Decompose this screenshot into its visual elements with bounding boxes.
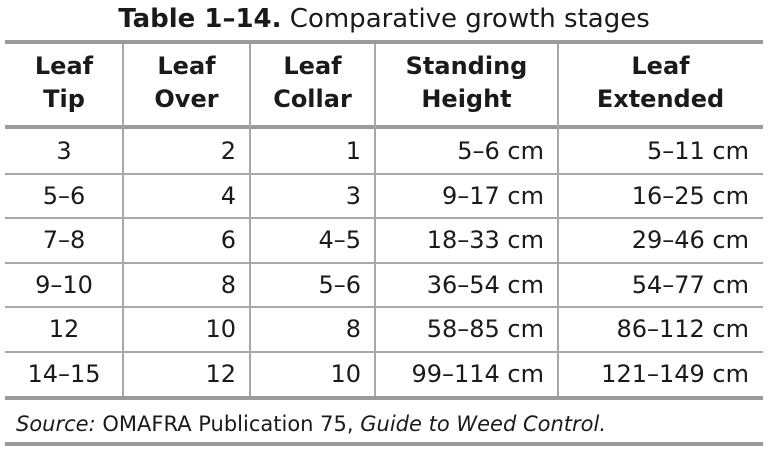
row-divider: [5, 172, 763, 175]
column-divider: [557, 44, 559, 396]
column-divider: [374, 44, 376, 396]
source-prefix: Source:: [16, 412, 96, 436]
column-header: Tip: [43, 85, 85, 113]
table-cell: 12: [48, 315, 80, 343]
table-cell: 5–11 cm: [646, 137, 749, 165]
column-divider: [249, 44, 251, 396]
top-rule: [5, 40, 763, 44]
column-header: Leaf: [283, 52, 342, 80]
row-divider: [5, 306, 763, 308]
table-cell: 3: [345, 181, 361, 210]
body-rule: [5, 396, 763, 400]
column-header: Leaf: [157, 52, 216, 80]
column-header: Extended: [596, 85, 725, 113]
column-divider: [122, 44, 124, 396]
column-header: Standing: [405, 52, 528, 80]
table-cell: 4–5: [318, 226, 361, 254]
table-cell: 7–8: [42, 226, 86, 254]
table-cell: 8: [220, 270, 236, 299]
table-cell: 86–112 cm: [616, 315, 749, 343]
table-cell: 5–6: [42, 181, 86, 210]
table-cell: 6: [220, 226, 236, 254]
table-cell: 16–25 cm: [631, 181, 749, 210]
table-cell: 5–6 cm: [457, 137, 544, 165]
row-divider: [5, 261, 763, 264]
column-header: Height: [421, 85, 512, 113]
column-header: Over: [154, 85, 219, 113]
table-cell: 5–6: [318, 270, 361, 299]
row-divider: [5, 350, 763, 353]
table-cell: 10: [330, 359, 361, 388]
bottom-rule: [5, 442, 763, 446]
source-title: Guide to Weed Control.: [360, 412, 607, 436]
table-cell: 58–85 cm: [426, 315, 544, 343]
table-cell: 8: [345, 315, 361, 343]
table-title: Table 1–14. Comparative growth stages: [0, 3, 768, 35]
table-cell: 2: [220, 137, 236, 165]
table-cell: 10: [205, 315, 236, 343]
row-divider: [5, 217, 763, 219]
source-text: OMAFRA Publication 75,: [102, 412, 354, 436]
column-header: Leaf: [631, 52, 690, 80]
table-cell: 4: [220, 181, 236, 210]
table-cell: 18–33 cm: [426, 226, 544, 254]
header-rule: [5, 125, 763, 129]
table-cell: 1: [345, 137, 361, 165]
source-note: Source: OMAFRA Publication 75, Guide to …: [16, 409, 606, 439]
title-label: Table 1–14.: [118, 4, 282, 34]
table-cell: 12: [205, 359, 236, 388]
table-cell: 14–15: [27, 359, 101, 388]
table-cell: 29–46 cm: [631, 226, 749, 254]
table-cell: 9–10: [35, 270, 93, 299]
table-cell: 99–114 cm: [411, 359, 544, 388]
column-header: Collar: [273, 85, 352, 113]
table-cell: 54–77 cm: [631, 270, 749, 299]
table-cell: 9–17 cm: [441, 181, 544, 210]
table-cell: 36–54 cm: [426, 270, 544, 299]
title-text: Comparative growth stages: [289, 4, 650, 34]
table-cell: 3: [56, 137, 72, 165]
table-cell: 121–149 cm: [601, 359, 749, 388]
column-header: Leaf: [34, 52, 94, 80]
